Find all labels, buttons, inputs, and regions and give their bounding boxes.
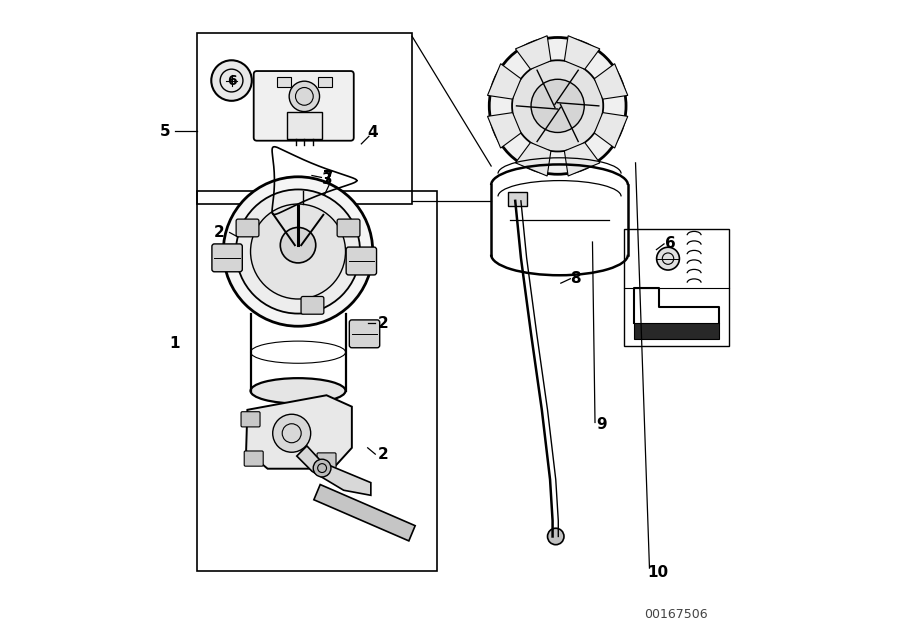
- Text: 9: 9: [597, 417, 608, 432]
- Polygon shape: [516, 36, 551, 69]
- Circle shape: [250, 204, 346, 299]
- Circle shape: [236, 190, 360, 314]
- Polygon shape: [516, 142, 551, 176]
- Circle shape: [512, 60, 603, 151]
- Bar: [197, 33, 412, 204]
- Circle shape: [547, 529, 564, 544]
- Text: 7: 7: [323, 170, 334, 185]
- Polygon shape: [594, 113, 628, 148]
- Circle shape: [531, 80, 584, 132]
- Text: 2: 2: [378, 446, 389, 462]
- Polygon shape: [634, 323, 719, 339]
- Bar: [286, 112, 322, 139]
- Polygon shape: [488, 64, 521, 99]
- Circle shape: [490, 38, 626, 174]
- FancyBboxPatch shape: [302, 296, 324, 314]
- Polygon shape: [594, 64, 628, 99]
- Text: 00167506: 00167506: [644, 607, 708, 621]
- FancyBboxPatch shape: [254, 71, 354, 141]
- Bar: [197, 191, 437, 571]
- Polygon shape: [297, 446, 371, 495]
- FancyBboxPatch shape: [241, 411, 260, 427]
- Bar: [508, 192, 526, 206]
- Text: 2: 2: [213, 225, 224, 240]
- Circle shape: [289, 81, 320, 111]
- Polygon shape: [564, 36, 599, 69]
- Circle shape: [273, 414, 310, 452]
- Bar: [318, 77, 331, 87]
- FancyBboxPatch shape: [236, 219, 259, 237]
- FancyBboxPatch shape: [244, 451, 263, 466]
- Text: 8: 8: [570, 271, 580, 286]
- Bar: [277, 77, 291, 87]
- Circle shape: [280, 228, 316, 263]
- Text: 3: 3: [322, 172, 333, 188]
- Text: 2: 2: [378, 315, 389, 331]
- Text: 10: 10: [647, 565, 669, 580]
- Circle shape: [313, 459, 331, 477]
- Polygon shape: [246, 395, 352, 469]
- Circle shape: [212, 60, 252, 100]
- FancyBboxPatch shape: [338, 219, 360, 237]
- Circle shape: [657, 247, 680, 270]
- FancyBboxPatch shape: [349, 320, 380, 348]
- FancyBboxPatch shape: [317, 453, 336, 468]
- Text: 6: 6: [665, 237, 676, 251]
- FancyBboxPatch shape: [212, 244, 242, 272]
- FancyBboxPatch shape: [346, 247, 376, 275]
- Text: 5: 5: [159, 123, 170, 139]
- Text: 4: 4: [367, 125, 378, 140]
- Ellipse shape: [250, 378, 346, 403]
- Polygon shape: [488, 113, 521, 148]
- Text: 1: 1: [169, 336, 180, 351]
- Polygon shape: [314, 485, 415, 541]
- Circle shape: [223, 177, 373, 326]
- Text: 6: 6: [227, 74, 237, 88]
- Bar: [624, 230, 729, 347]
- Polygon shape: [564, 142, 599, 176]
